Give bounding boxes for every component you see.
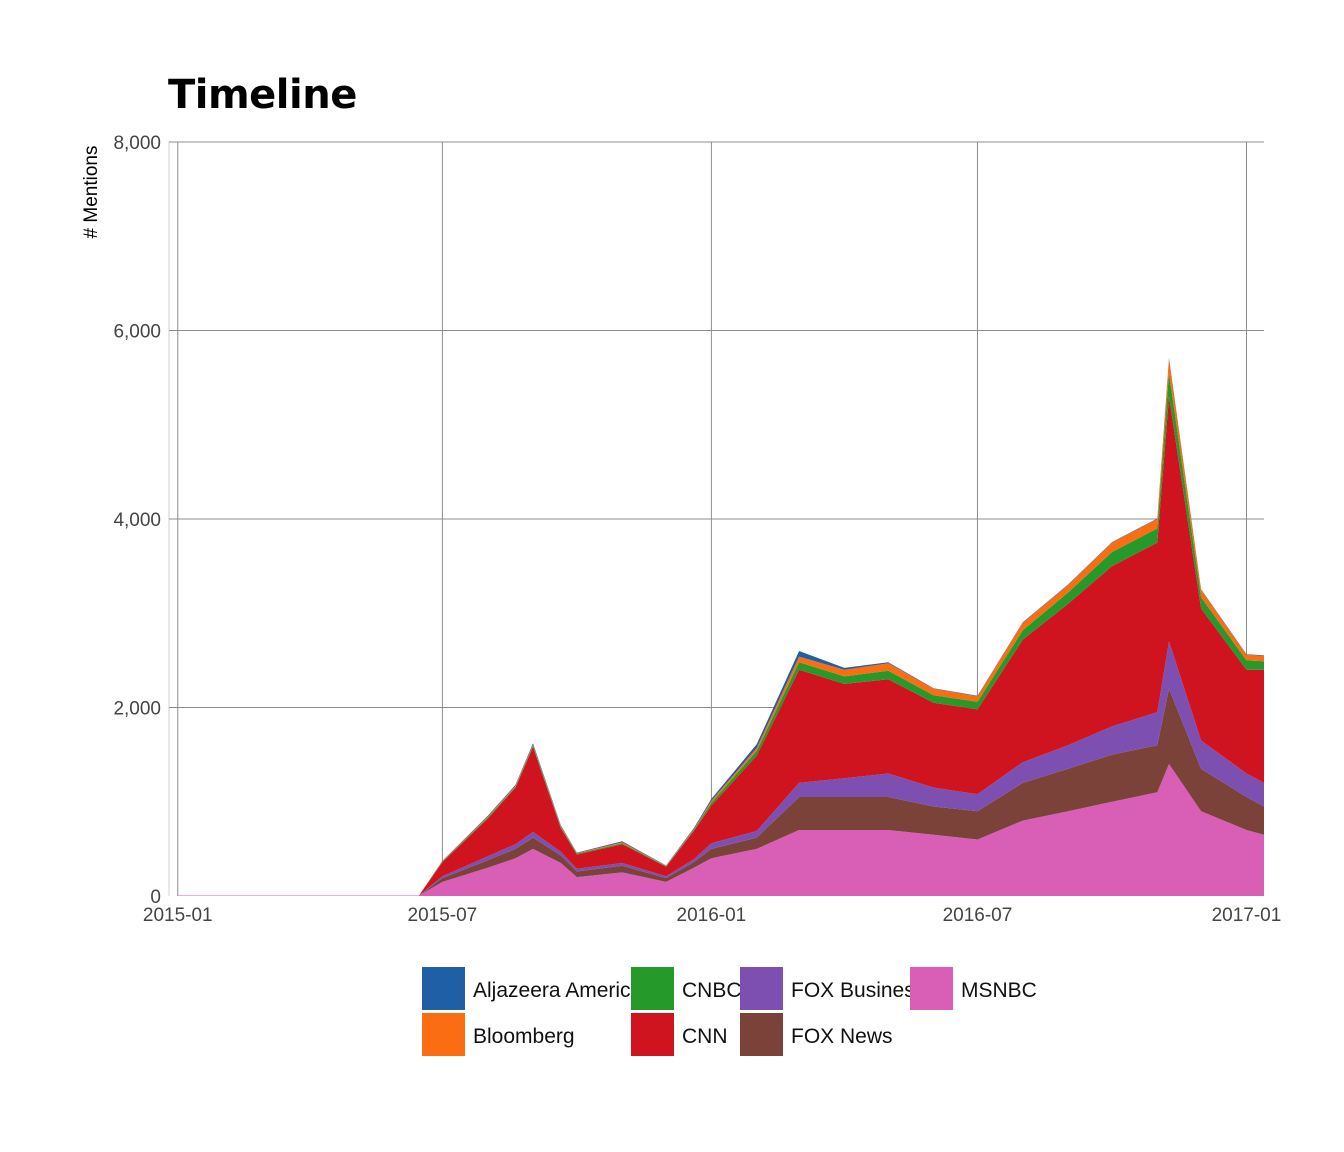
- area-msnbc: [177, 764, 1264, 896]
- legend-label-bloomberg: Bloomberg: [473, 1025, 575, 1048]
- x-tick-label: 2017-01: [1212, 905, 1282, 926]
- legend-label-fox-news: FOX News: [791, 1025, 893, 1048]
- x-tick-label: 2016-07: [943, 905, 1013, 926]
- area-aljazeera-america: [177, 357, 1264, 896]
- area-cnn: [177, 396, 1264, 896]
- legend: Aljazeera America Bloomberg CNBC CNN FOX Bus…: [422, 967, 1037, 1056]
- legend-swatch-aljazeera-america: [422, 967, 465, 1010]
- area-layer: [177, 357, 1264, 896]
- legend-swatch-fox-business: [740, 967, 783, 1010]
- y-tick-label: 2,000: [113, 699, 161, 720]
- legend-label-fox-business: FOX Business: [791, 979, 925, 1002]
- y-tick-label: 0: [150, 887, 161, 908]
- legend-label-cnbc: CNBC: [682, 979, 742, 1002]
- x-tick-label: 2015-01: [143, 905, 213, 926]
- legend-swatch-bloomberg: [422, 1013, 465, 1056]
- legend-label-cnn: CNN: [682, 1025, 728, 1048]
- y-tick-label: 6,000: [113, 322, 161, 343]
- axis-layer: 0 2,000 4,000 6,000 8,000 2015-01 2015-07 2016-…: [113, 133, 1281, 926]
- x-tick-label: 2016-01: [677, 905, 747, 926]
- y-tick-label: 8,000: [113, 133, 161, 154]
- legend-label-aljazeera-america: Aljazeera America: [473, 979, 643, 1002]
- area-fox-news: [177, 688, 1264, 896]
- legend-label-msnbc: MSNBC: [961, 979, 1037, 1002]
- chart-title: Timeline: [168, 72, 357, 118]
- y-axis-title: # Mentions: [81, 146, 102, 239]
- legend-swatch-cnbc: [631, 967, 674, 1010]
- legend-swatch-cnn: [631, 1013, 674, 1056]
- legend-swatch-msnbc: [910, 967, 953, 1010]
- legend-swatch-fox-news: [740, 1013, 783, 1056]
- x-tick-label: 2015-07: [408, 905, 478, 926]
- area-fox-business: [177, 641, 1264, 896]
- y-tick-label: 4,000: [113, 510, 161, 531]
